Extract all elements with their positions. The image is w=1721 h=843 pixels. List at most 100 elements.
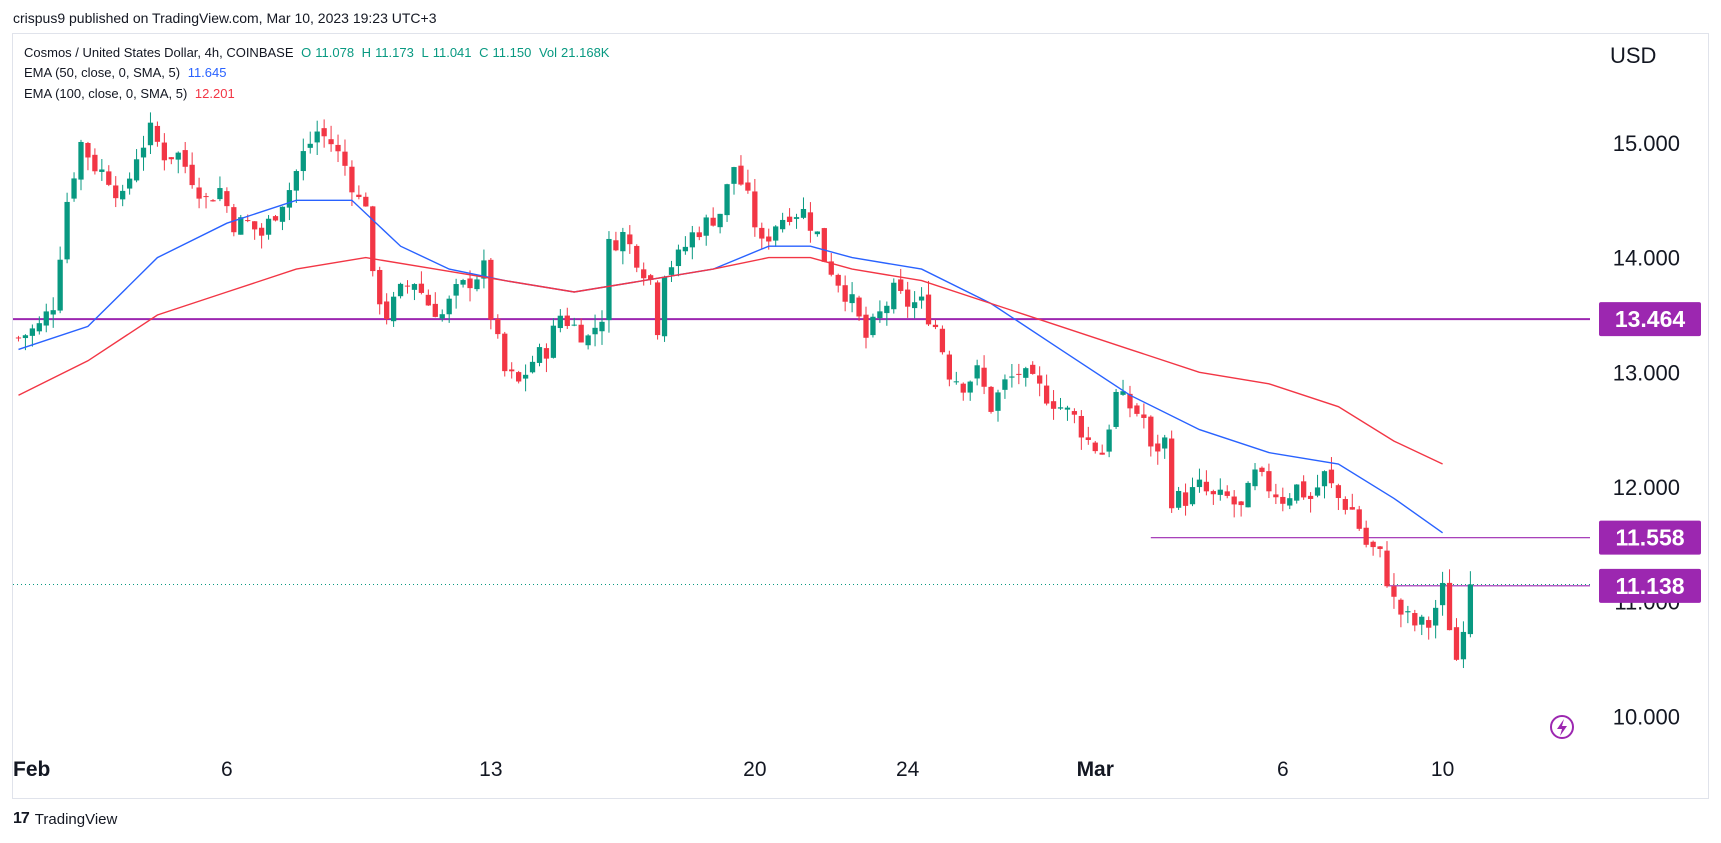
x-tick-label: 20: [743, 758, 766, 781]
currency-label[interactable]: USD: [1610, 43, 1657, 68]
candle: [752, 178, 758, 237]
candle: [175, 151, 181, 174]
candle: [745, 169, 751, 194]
candle: [1335, 483, 1342, 511]
open-label: O: [301, 45, 312, 60]
candle: [356, 185, 362, 200]
candle: [1182, 483, 1189, 516]
candle: [231, 203, 237, 237]
candle: [1356, 505, 1362, 531]
ema-lines: [18, 199, 1444, 534]
legend-ema100-row[interactable]: EMA (100, close, 0, SMA, 5) 12.201: [24, 86, 239, 101]
candle: [314, 120, 320, 155]
candle: [425, 289, 431, 306]
candle: [863, 306, 869, 349]
candle: [85, 141, 91, 171]
candle: [57, 246, 63, 314]
candle: [1057, 397, 1064, 410]
x-tick-label: 10: [1431, 758, 1454, 781]
candle: [1203, 470, 1210, 496]
candle: [342, 139, 348, 176]
candle: [99, 159, 105, 181]
candle: [1446, 569, 1453, 631]
price-badge[interactable]: 11.138: [1599, 568, 1701, 603]
candle: [724, 183, 730, 222]
candle: [967, 380, 973, 401]
candle: [543, 343, 550, 373]
candle: [217, 176, 223, 202]
candle: [911, 291, 918, 319]
candle: [1238, 500, 1244, 517]
candle: [516, 370, 522, 384]
candle: [168, 157, 174, 165]
candle: [925, 280, 932, 326]
candle: [898, 268, 904, 294]
candle: [293, 169, 299, 203]
candle: [870, 313, 876, 338]
candle: [578, 318, 584, 343]
candle: [307, 131, 313, 154]
candle: [1398, 598, 1404, 628]
candle: [224, 187, 230, 213]
candle: [210, 199, 216, 202]
candle: [946, 350, 952, 387]
low-label: L: [421, 45, 429, 60]
candle: [1453, 618, 1460, 661]
candle: [1037, 366, 1043, 397]
candle: [1419, 614, 1425, 636]
candle: [1349, 493, 1355, 510]
candle: [418, 271, 425, 295]
ema50-label: EMA (50, close, 0, SMA, 5): [24, 65, 181, 80]
legend-ema50-row[interactable]: EMA (50, close, 0, SMA, 5) 11.645: [24, 65, 230, 80]
candle: [981, 355, 987, 395]
candle: [877, 300, 883, 323]
candle: [654, 280, 661, 340]
candle: [939, 325, 946, 355]
candle: [627, 225, 633, 254]
candle: [404, 280, 411, 294]
candle: [1085, 426, 1091, 445]
candle: [682, 236, 689, 255]
candle: [522, 364, 529, 392]
price-badge[interactable]: 13.464: [1599, 302, 1701, 337]
candle: [793, 213, 800, 229]
ema-line-100: [18, 256, 1443, 465]
x-tick-label: 6: [221, 758, 233, 781]
lightning-icon[interactable]: [1550, 715, 1574, 739]
candle: [1023, 366, 1029, 387]
candle: [564, 307, 570, 329]
candle: [620, 227, 626, 265]
candle: [1426, 616, 1432, 640]
candle: [1106, 424, 1112, 458]
candle: [592, 314, 598, 347]
low-value: 11.041: [432, 45, 472, 60]
horizontal-levels: [13, 318, 1590, 587]
price-badge[interactable]: 11.558: [1599, 520, 1701, 555]
time-axis[interactable]: Feb 6 13 20 24 Mar 6 10: [13, 758, 1454, 781]
candle: [842, 275, 848, 312]
candle: [335, 134, 341, 163]
candle: [1467, 571, 1474, 638]
y-tick-label: 14.000: [1613, 246, 1680, 271]
candle: [1189, 477, 1196, 507]
high-label: H: [361, 45, 372, 60]
y-tick-label: 13.000: [1613, 360, 1680, 385]
candle: [1224, 485, 1230, 499]
candle: [960, 382, 966, 401]
ema100-value: 12.201: [194, 86, 235, 101]
candle: [196, 177, 202, 209]
candle: [1439, 571, 1446, 616]
candle: [1321, 470, 1328, 499]
candle: [1377, 546, 1383, 558]
candle: [1391, 573, 1397, 609]
footer-brand: TradingView: [34, 810, 118, 828]
candle: [1120, 379, 1126, 396]
candle: [557, 309, 563, 333]
published-line: crispus9 published on TradingView.com, M…: [13, 10, 437, 26]
candle: [1273, 483, 1279, 505]
candle: [120, 184, 126, 207]
candle: [161, 133, 167, 171]
candle: [43, 303, 49, 333]
